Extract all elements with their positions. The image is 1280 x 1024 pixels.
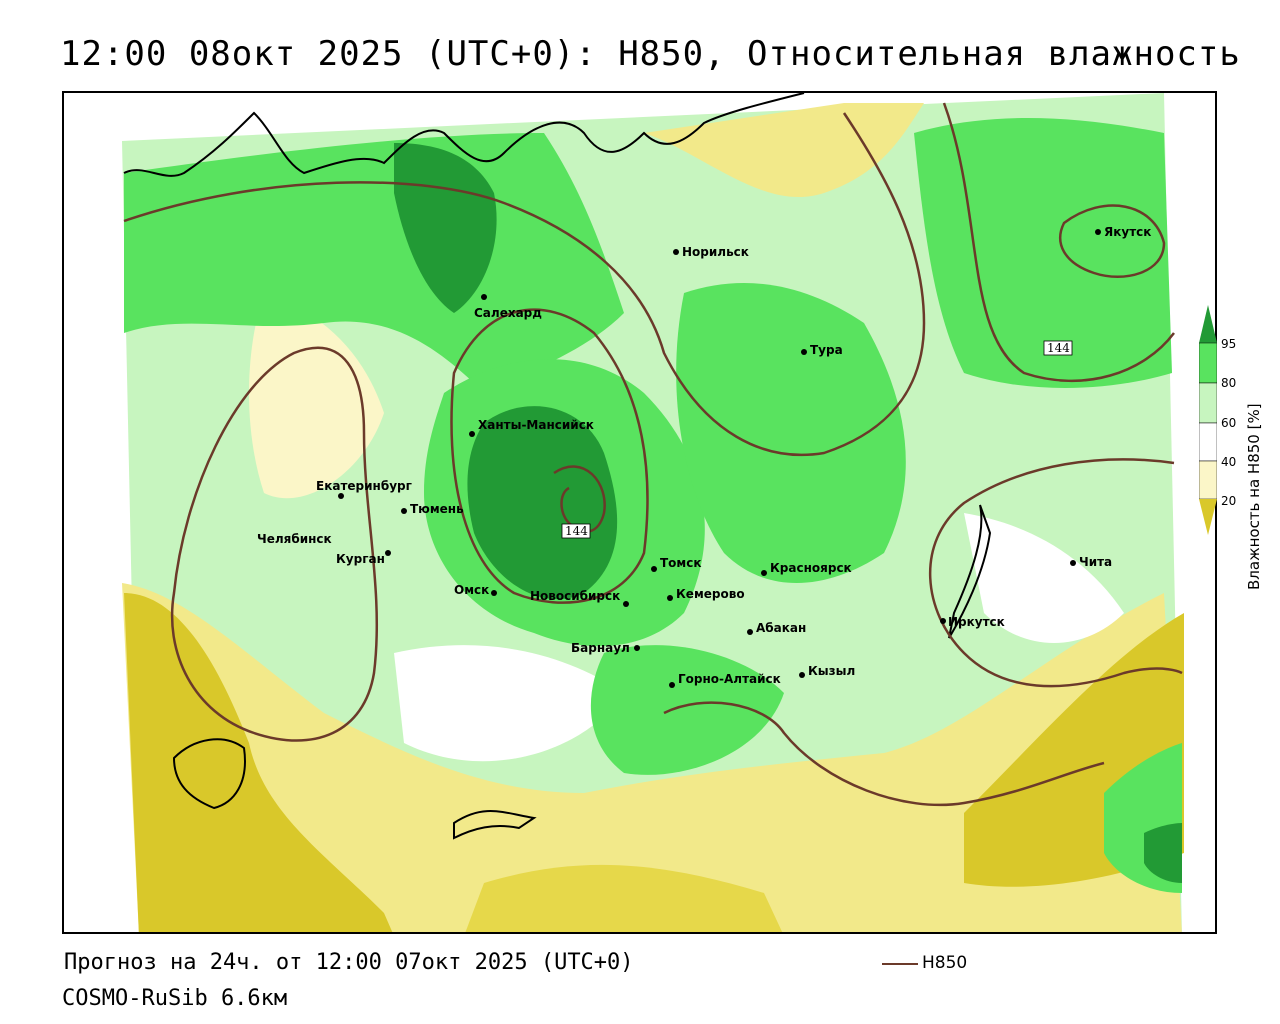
very-dry-zone-southwest [124,593,393,932]
city-dot-abakan [747,629,753,635]
very-wet-zone-southeast-corner [1144,823,1182,883]
city-markers: Якутск Норильск Салехард Тура Ханты-Манс… [257,225,1151,688]
city-irkutsk: Иркутск [948,615,1005,629]
isohypse-yakutsk [1059,204,1166,278]
colorbar-top-arrow [1199,305,1217,343]
city-chelyabinsk: Челябинск [257,532,332,546]
very-wet-zone-central [467,406,618,600]
model-info: COSMO-RuSib 6.6км [62,986,288,1011]
city-norilsk: Норильск [682,245,749,259]
map-title: 12:00 08окт 2025 (UTC+0): H850, Относите… [60,34,1241,74]
isohypse-label-central-text: 144 [565,524,588,538]
isohypse-north [123,112,926,457]
isohypse-west-loop [170,346,379,742]
city-dot-tyumen [401,508,407,514]
city-dot-novosibirsk [623,601,629,607]
dry-zone-west [249,293,384,499]
isohypse-central-loop [450,308,649,604]
city-dot-kyzyl [799,672,805,678]
city-krasnoyarsk: Красноярск [770,561,852,575]
colorbar-label: Влажность на H850 [%] [1245,403,1263,590]
city-dot-tura [801,349,807,355]
forecast-info: Прогноз на 24ч. от 12:00 07окт 2025 (UTC… [64,950,634,975]
city-tomsk: Томск [660,556,702,570]
city-dot-barnaul [634,645,640,651]
city-kemerovo: Кемерово [676,587,745,601]
wet-zone-north [124,133,624,393]
city-dot-norilsk [673,249,679,255]
isohypse-label-east: 144 [1043,340,1073,356]
city-dot-salekhard [481,294,487,300]
dry-zone-south [122,583,1182,932]
city-dot-kurgan [385,550,391,556]
isohypse-lines [123,102,1183,807]
colorbar-tick-80: 80 [1221,376,1237,390]
city-tura: Тура [810,343,843,357]
arctic-coastline [123,93,805,177]
isohypse-south [663,701,1105,807]
city-novosibirsk: Новосибирск [530,589,620,603]
baikal-lake [948,504,992,639]
city-salekhard: Салехард [474,306,542,320]
wet-zone-east [914,118,1172,388]
isohypse-label-east-text: 144 [1047,341,1070,355]
city-dot-khanty-mansiysk [469,431,475,437]
humidity-colorbar [1199,305,1217,535]
city-dot-tomsk [651,566,657,572]
isohypse-inner-spiral [553,465,606,533]
colorbar-neutral [1199,422,1217,462]
city-tyumen: Тюмень [410,502,464,516]
city-dot-kemerovo [667,595,673,601]
city-chita: Чита [1079,555,1112,569]
city-dot-irkutsk [940,618,946,624]
colorbar-tick-40: 40 [1221,455,1237,469]
city-barnaul: Барнаул [571,641,630,655]
city-ekaterinburg: Екатеринбург [316,479,412,493]
city-dot-chita [1070,560,1076,566]
colorbar-light-wet [1199,382,1217,424]
city-dot-ekaterinburg [338,493,344,499]
city-dot-krasnoyarsk [761,570,767,576]
city-khanty-mansiysk: Ханты-Мансийск [478,418,594,432]
isohypse-label-central: 144 [561,523,591,539]
map-frame: 144 144 Якутск Норильск Салехард Тура Ха… [62,91,1217,934]
aral-region-outline [172,738,246,810]
colorbar-very-wet [1199,342,1217,384]
neutral-zone-central [394,645,624,762]
very-dry-zone-south [465,864,783,932]
balkhash-lake [453,810,537,840]
city-dot-omsk [491,590,497,596]
city-yakutsk: Якутск [1104,225,1151,239]
isohypse-legend-line [882,963,918,965]
city-kurgan: Курган [336,552,385,566]
neutral-zone-east [964,513,1124,643]
city-dot-yakutsk [1095,229,1101,235]
isohypse-east [942,102,1175,383]
wet-zone-south-central [590,645,784,775]
colorbar-light-dry [1199,460,1217,500]
city-abakan: Абакан [756,621,806,635]
city-gorno-altaysk: Горно-Алтайск [678,672,781,686]
isohypse-legend-label: H850 [922,953,968,973]
city-dot-gorno-altaysk [669,682,675,688]
colorbar-tick-95: 95 [1221,337,1237,351]
colorbar-tick-20: 20 [1221,494,1237,508]
colorbar-tick-60: 60 [1221,416,1237,430]
colorbar-bottom-arrow [1199,499,1217,535]
city-kyzyl: Кызыл [808,664,855,678]
wet-zone-middle [676,283,906,583]
isohypse-southeast [929,458,1183,688]
humidity-map: 144 144 Якутск Норильск Салехард Тура Ха… [64,93,1215,932]
city-omsk: Омск [454,583,489,597]
